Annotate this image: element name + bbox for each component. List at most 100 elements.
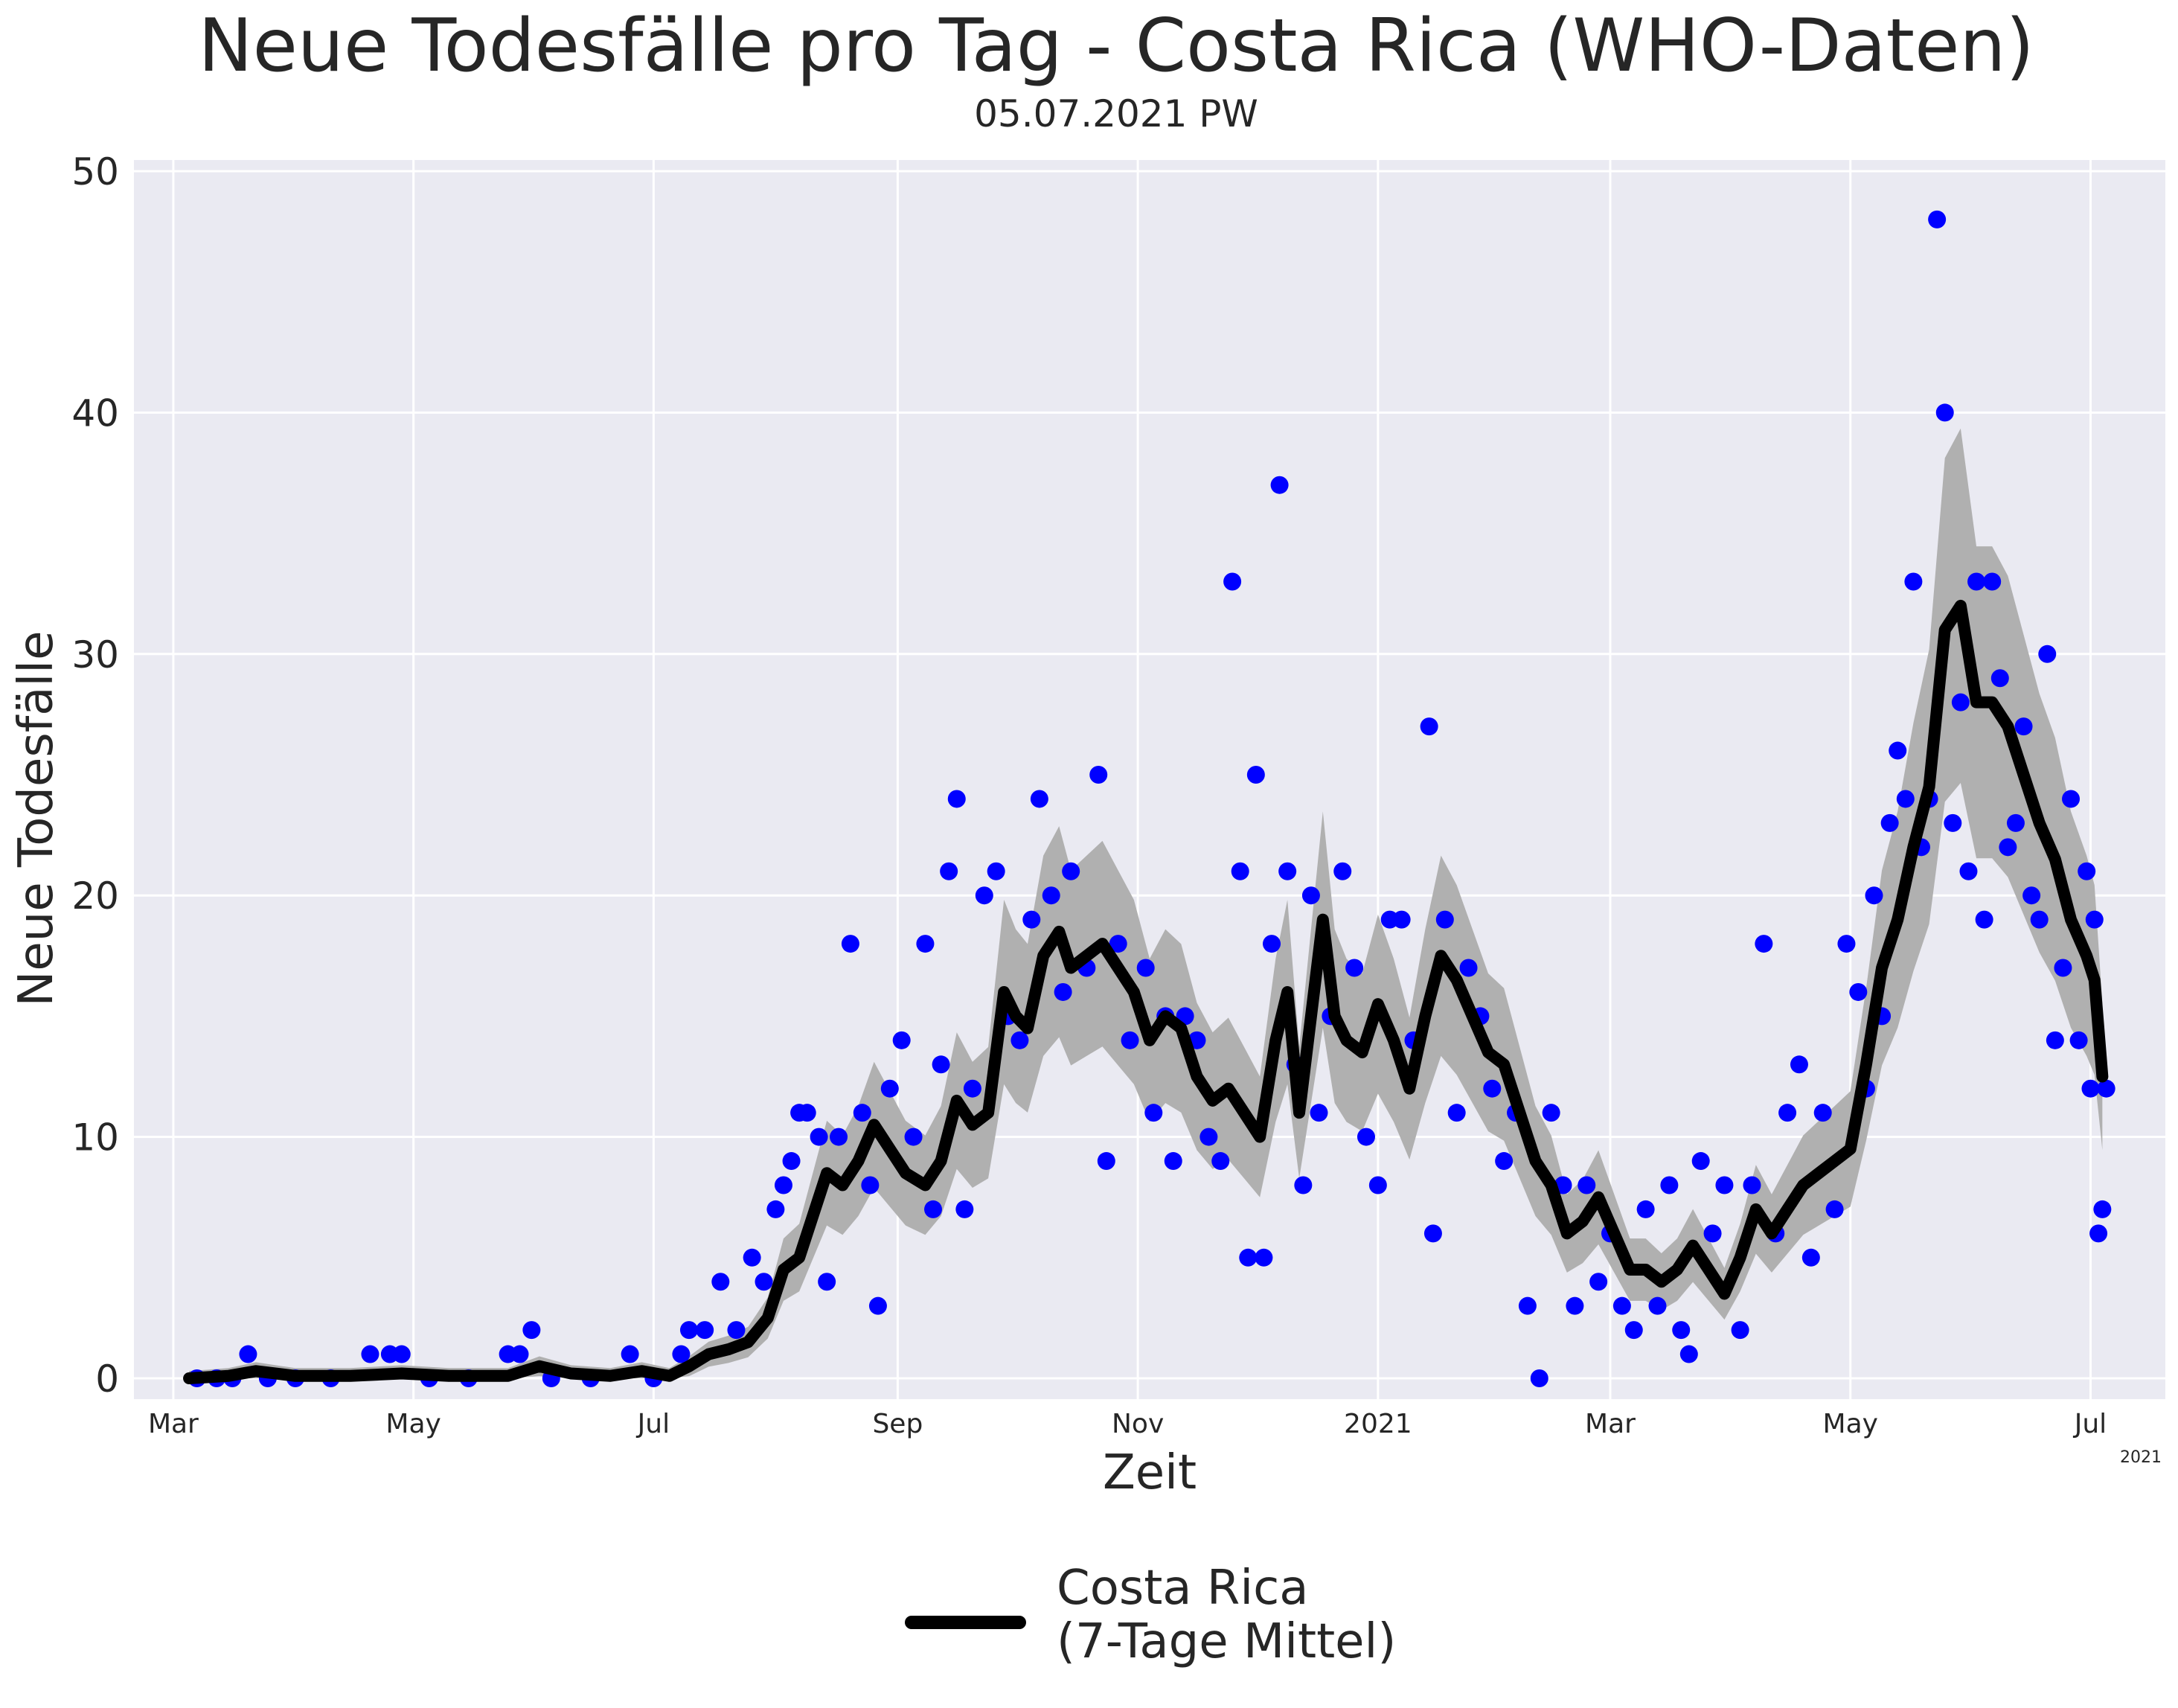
daily-point [1743,1176,1761,1194]
daily-point [1310,1104,1328,1122]
daily-point [1054,982,1072,1001]
daily-point [1865,886,1883,905]
daily-point [1231,862,1249,880]
daily-point [1672,1321,1691,1340]
daily-point [1813,1104,1832,1122]
x-tick-label: Jul [2073,1409,2107,1439]
daily-point [1022,910,1041,929]
daily-point [1447,1104,1466,1122]
daily-point [1679,1345,1698,1363]
daily-point [2038,645,2057,663]
daily-point [963,1079,981,1098]
x-tick-label: May [385,1409,441,1439]
daily-point [1144,1104,1163,1122]
daily-point [621,1345,639,1363]
daily-point [1010,1031,1029,1049]
daily-point [868,1296,887,1315]
daily-point [392,1345,411,1363]
daily-point [522,1321,541,1340]
daily-point [1990,669,2009,688]
daily-point [2085,910,2104,929]
y-tick-label: 0 [95,1357,119,1401]
daily-point [1660,1176,1679,1194]
daily-point [766,1200,785,1218]
daily-point [932,1055,950,1074]
daily-point [1703,1224,1722,1243]
daily-point [1420,717,1438,736]
daily-point [711,1273,730,1291]
daily-point [679,1321,698,1340]
daily-point [510,1345,529,1363]
daily-point [1778,1104,1797,1122]
x-tick-label: Jul [636,1409,670,1439]
legend-label-line1: Costa Rica [1057,1561,1309,1616]
plot-area [134,160,2165,1399]
chart-title: Neue Todesfälle pro Tag - Costa Rica (WH… [198,4,2034,89]
daily-point [2046,1031,2064,1049]
daily-point [1136,959,1155,977]
x-tick-label: Mar [148,1409,199,1439]
daily-point [1837,935,1856,953]
daily-point [1589,1273,1608,1291]
daily-point [1518,1296,1537,1315]
daily-point [916,935,935,953]
daily-point [1566,1296,1584,1315]
daily-point [2062,790,2081,808]
daily-point [1959,862,1978,880]
daily-point [987,862,1005,880]
daily-point [1357,1128,1375,1146]
daily-point [841,935,859,953]
daily-point [892,1031,911,1049]
daily-point [1880,813,1899,832]
daily-point [755,1273,773,1291]
daily-point [1223,572,1242,591]
y-tick-label: 30 [71,633,119,677]
daily-point [1495,1152,1514,1171]
daily-point [2097,1079,2115,1098]
daily-point [2093,1200,2112,1218]
daily-point [1042,886,1060,905]
daily-point [2054,959,2072,977]
daily-point [782,1152,801,1171]
daily-point [1825,1200,1844,1218]
daily-point [1211,1152,1230,1171]
y-tick-label: 10 [71,1116,119,1160]
daily-point [774,1176,792,1194]
legend-label-line2: (7-Tage Mittel) [1057,1614,1396,1669]
daily-point [1278,862,1297,880]
daily-point [955,1200,974,1218]
daily-point [1109,935,1127,953]
daily-point [798,1104,816,1122]
daily-point [1294,1176,1313,1194]
daily-point [1691,1152,1710,1171]
daily-point [924,1200,943,1218]
daily-point [1999,838,2017,857]
daily-point [1239,1248,1258,1267]
daily-point [1483,1079,1502,1098]
daily-point [861,1176,880,1194]
daily-point [940,862,958,880]
daily-point [1904,572,1923,591]
daily-point [2069,1031,2088,1049]
x-tick-labels: Mar May Jul Sep Nov 2021 Mar May Jul [148,1409,2107,1439]
daily-point [1246,766,1265,784]
daily-point [2006,813,2025,832]
x-tick-label: Nov [1112,1409,1164,1439]
x-axis-label: Zeit [1103,1445,1197,1500]
daily-point [904,1128,923,1146]
y-tick-label: 50 [71,150,119,193]
daily-point [1967,572,1986,591]
daily-point [1928,210,1947,228]
daily-point [1089,766,1108,784]
daily-point [830,1128,848,1146]
daily-point [361,1345,379,1363]
daily-point [853,1104,871,1122]
daily-point [1423,1224,1442,1243]
x-tick-label: May [1823,1409,1878,1439]
mean-line [183,599,2109,1384]
daily-point [975,886,993,905]
daily-point [1199,1128,1218,1146]
daily-point [1636,1200,1655,1218]
y-axis-label: Neue Todesfälle [9,631,64,1007]
